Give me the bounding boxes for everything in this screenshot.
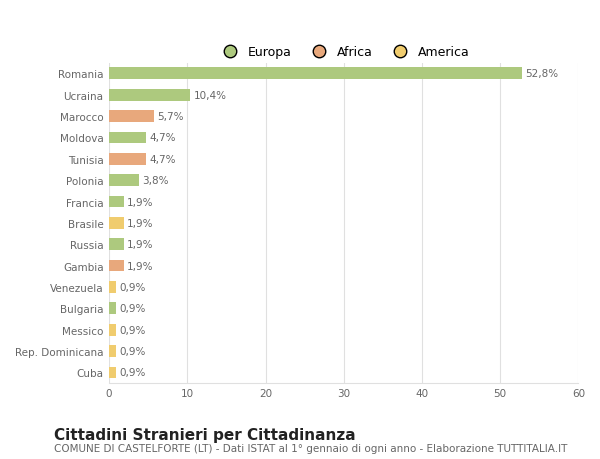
Text: Cittadini Stranieri per Cittadinanza: Cittadini Stranieri per Cittadinanza [54, 427, 356, 442]
Bar [109, 346, 116, 357]
Text: 5,7%: 5,7% [157, 112, 183, 122]
Bar [109, 68, 522, 80]
Bar [109, 281, 116, 293]
Text: 52,8%: 52,8% [525, 69, 559, 79]
Bar [109, 196, 124, 208]
Text: 0,9%: 0,9% [119, 282, 146, 292]
Bar [109, 218, 124, 229]
Bar [109, 324, 116, 336]
Text: 0,9%: 0,9% [119, 325, 146, 335]
Bar [109, 303, 116, 314]
Bar [109, 260, 124, 272]
Text: 1,9%: 1,9% [127, 197, 154, 207]
Bar [109, 90, 190, 101]
Text: 10,4%: 10,4% [194, 90, 227, 101]
Bar [109, 132, 146, 144]
Text: 4,7%: 4,7% [149, 133, 175, 143]
Bar [109, 175, 139, 187]
Text: COMUNE DI CASTELFORTE (LT) - Dati ISTAT al 1° gennaio di ogni anno - Elaborazion: COMUNE DI CASTELFORTE (LT) - Dati ISTAT … [54, 443, 568, 453]
Bar [109, 154, 146, 165]
Text: 1,9%: 1,9% [127, 218, 154, 229]
Bar [109, 239, 124, 251]
Text: 0,9%: 0,9% [119, 368, 146, 378]
Text: 1,9%: 1,9% [127, 261, 154, 271]
Text: 0,9%: 0,9% [119, 304, 146, 313]
Bar [109, 367, 116, 379]
Text: 1,9%: 1,9% [127, 240, 154, 250]
Legend: Europa, Africa, America: Europa, Africa, America [213, 41, 475, 64]
Text: 3,8%: 3,8% [142, 176, 169, 186]
Text: 4,7%: 4,7% [149, 154, 175, 164]
Bar [109, 111, 154, 123]
Text: 0,9%: 0,9% [119, 347, 146, 356]
